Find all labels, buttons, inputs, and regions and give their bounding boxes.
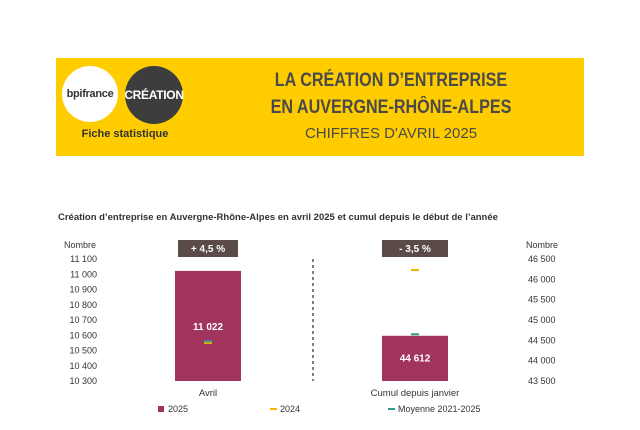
y-tick-label: 45 500 [528, 295, 556, 305]
creation-logo-text: CRÉATION [124, 88, 184, 102]
creation-logo: CRÉATION [124, 66, 184, 124]
y-tick-label: 11 000 [70, 269, 97, 279]
y-tick-label: 44 000 [528, 356, 556, 366]
page-title-line2: EN AUVERGNE-RHÔNE-ALPES [270, 97, 512, 118]
y-tick-label: 10 400 [69, 361, 97, 371]
legend-label-2: 2024 [280, 404, 300, 414]
x-category-label-1: Avril [199, 388, 217, 399]
legend-label-3: Moyenne 2021-2025 [398, 404, 481, 414]
legend-swatch-1 [158, 406, 164, 412]
fiche-statistique-label: Fiche statistique [81, 128, 169, 140]
y-tick-label: 10 600 [69, 330, 97, 340]
bpifrance-logo: bpifrance [62, 66, 118, 122]
y-tick-label: 46 500 [528, 254, 556, 264]
legend-label-1: 2025 [168, 404, 188, 414]
y-tick-label: 43 500 [528, 376, 556, 386]
y-tick-label: 46 000 [528, 274, 556, 284]
bar-2025-1 [175, 270, 241, 381]
x-category-label-2: Cumul depuis janvier [371, 388, 460, 399]
page-title-line1: LA CRÉATION D’ENTREPRISE [274, 70, 508, 91]
page-subtitle: CHIFFRES D'AVRIL 2025 [304, 125, 478, 142]
bpifrance-logo-text: bpifrance [66, 88, 114, 100]
y-tick-label: 45 000 [528, 315, 556, 325]
y-axis-label-1: Nombre [64, 240, 96, 250]
y-tick-label: 44 500 [528, 335, 556, 345]
y-tick-label: 10 700 [69, 315, 97, 325]
change-badge-2 [382, 240, 448, 257]
y-axis-label-2: Nombre [526, 240, 558, 250]
y-tick-label: 10 500 [69, 346, 97, 356]
y-tick-label: 11 100 [70, 254, 97, 264]
change-badge-1 [178, 240, 238, 257]
creation-chart: Nombre 10 300 10 400 10 500 10 600 10 700 10 8… [64, 240, 558, 414]
y-tick-label: 10 800 [69, 300, 97, 310]
bar-value-label-2: 44 612 [400, 353, 431, 364]
y-tick-label: 10 900 [69, 285, 97, 295]
change-badge-label-1: + 4,5 % [191, 244, 225, 255]
header-banner: bpifrance CRÉATION Fiche statistique LA … [56, 58, 584, 156]
change-badge-label-2: - 3,5 % [399, 244, 431, 255]
chart-title: Création d’entreprise en Auvergne-Rhône-… [58, 212, 498, 223]
y-tick-label: 10 300 [69, 376, 97, 386]
bar-value-label-1: 11 022 [193, 322, 223, 333]
bar-2025-2 [382, 335, 448, 381]
